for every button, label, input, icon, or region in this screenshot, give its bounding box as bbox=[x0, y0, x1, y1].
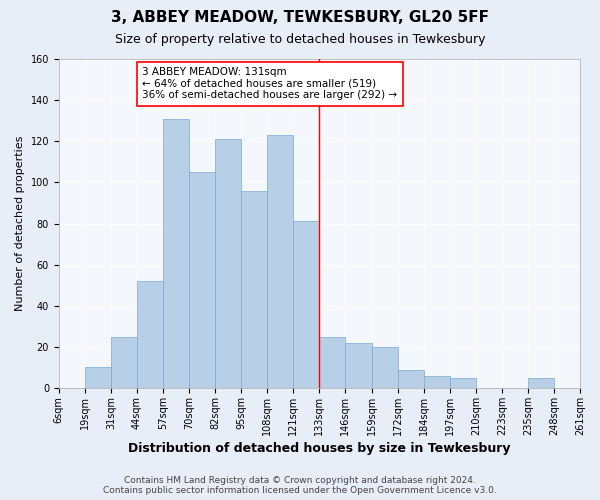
Text: Size of property relative to detached houses in Tewkesbury: Size of property relative to detached ho… bbox=[115, 32, 485, 46]
Bar bbox=[241, 190, 267, 388]
Bar bbox=[319, 336, 346, 388]
Bar bbox=[424, 376, 449, 388]
X-axis label: Distribution of detached houses by size in Tewkesbury: Distribution of detached houses by size … bbox=[128, 442, 511, 455]
Text: Contains HM Land Registry data © Crown copyright and database right 2024.
Contai: Contains HM Land Registry data © Crown c… bbox=[103, 476, 497, 495]
Bar bbox=[398, 370, 424, 388]
Text: 3 ABBEY MEADOW: 131sqm
← 64% of detached houses are smaller (519)
36% of semi-de: 3 ABBEY MEADOW: 131sqm ← 64% of detached… bbox=[142, 67, 397, 100]
Bar bbox=[189, 172, 215, 388]
Bar bbox=[137, 281, 163, 388]
Bar bbox=[215, 139, 241, 388]
Bar bbox=[293, 222, 319, 388]
Bar bbox=[371, 347, 398, 388]
Bar bbox=[85, 368, 111, 388]
Bar bbox=[449, 378, 476, 388]
Bar bbox=[267, 135, 293, 388]
Bar bbox=[346, 343, 371, 388]
Bar bbox=[528, 378, 554, 388]
Bar bbox=[111, 336, 137, 388]
Bar bbox=[163, 118, 189, 388]
Text: 3, ABBEY MEADOW, TEWKESBURY, GL20 5FF: 3, ABBEY MEADOW, TEWKESBURY, GL20 5FF bbox=[111, 10, 489, 25]
Y-axis label: Number of detached properties: Number of detached properties bbox=[15, 136, 25, 311]
